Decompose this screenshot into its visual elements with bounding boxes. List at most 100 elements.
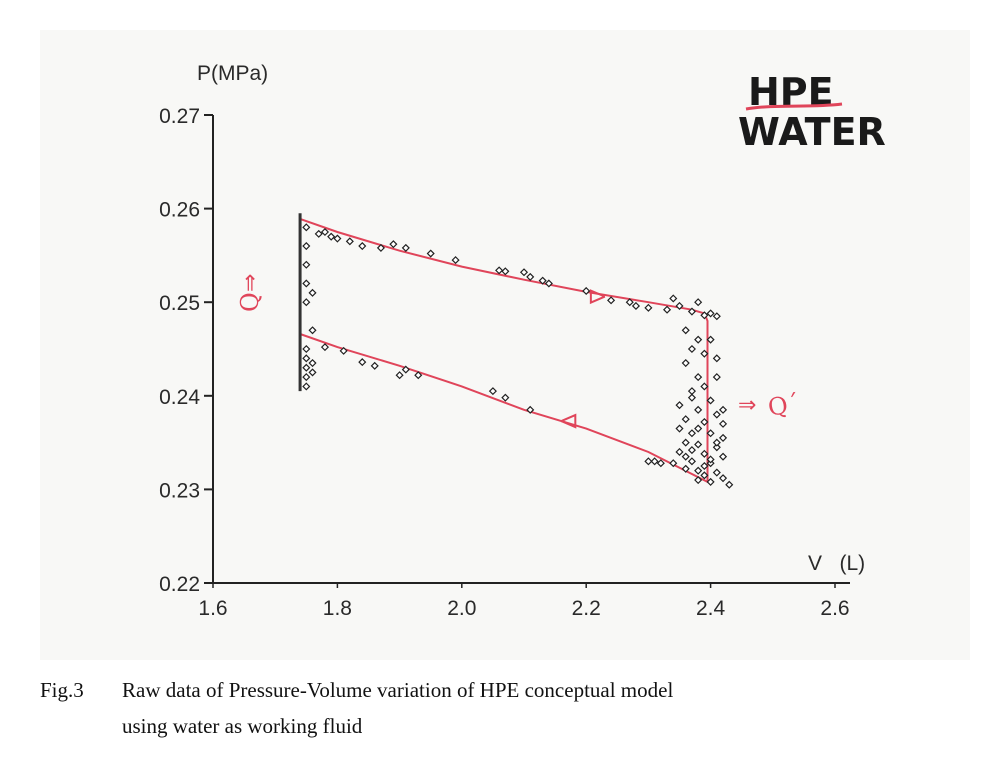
data-point: [694, 335, 703, 344]
caption-text-2: using water as working fluid: [122, 714, 363, 738]
data-point: [389, 240, 398, 249]
data-point: [501, 267, 510, 276]
y-tick-label: 0.23: [159, 479, 200, 502]
data-point: [501, 393, 510, 402]
data-point: [308, 358, 317, 368]
heat-in-annotation: Q ⇒: [236, 274, 264, 312]
data-point: [644, 457, 653, 466]
heat-in-arrow-icon: ⇒: [238, 274, 263, 292]
data-point: [681, 326, 690, 335]
caption-line-2: using water as working fluid: [40, 708, 960, 744]
data-point: [700, 311, 709, 320]
caption-text-1: Raw data of Pressure-Volume variation of…: [122, 678, 674, 702]
data-point: [663, 305, 672, 314]
data-point: [675, 424, 684, 433]
figure-panel: [40, 30, 970, 660]
data-point: [718, 419, 728, 428]
y-tick-label: 0.25: [159, 292, 200, 315]
data-point: [718, 452, 728, 461]
data-point: [700, 461, 709, 471]
data-point: [656, 459, 665, 468]
x-tick-label: 1.6: [198, 597, 227, 620]
data-point: [302, 223, 311, 232]
data-point: [314, 229, 323, 238]
figure-caption: Fig.3 Raw data of Pressure-Volume variati…: [40, 672, 960, 744]
data-point: [308, 368, 317, 377]
data-point: [451, 256, 460, 265]
data-point: [333, 234, 342, 243]
data-point: [681, 464, 690, 473]
y-tick-label: 0.27: [159, 105, 200, 128]
data-point: [681, 358, 690, 368]
data-point: [358, 241, 367, 251]
data-point: [687, 457, 696, 466]
data-point: [712, 354, 721, 363]
data-point: [687, 446, 696, 455]
data-point: [706, 396, 715, 405]
axes: P(MPa) V (L): [197, 62, 865, 584]
data-point: [669, 294, 678, 303]
data-point: [308, 288, 317, 297]
cycle-arrow: [589, 289, 606, 305]
data-point: [718, 433, 728, 442]
data-point: [712, 468, 721, 477]
data-point: [426, 249, 435, 258]
data-point: [725, 480, 734, 489]
data-point: [706, 455, 715, 464]
data-point: [376, 243, 385, 252]
data-point: [706, 335, 715, 344]
data-point: [700, 449, 709, 458]
x-tick-label: 2.6: [820, 597, 849, 620]
y-tick-label: 0.24: [159, 386, 200, 409]
data-point: [706, 309, 715, 318]
data-point: [694, 424, 703, 433]
data-point: [401, 243, 410, 252]
x-tick-label: 2.4: [696, 597, 726, 620]
heat-out-label: Q´: [766, 389, 802, 422]
data-point: [694, 466, 703, 475]
data-point: [395, 371, 404, 380]
data-point: [706, 429, 715, 438]
data-point: [302, 354, 311, 363]
y-axis-title: P(MPa): [197, 62, 268, 85]
y-tick-label: 0.22: [159, 573, 200, 596]
data-point: [308, 326, 317, 335]
data-point: [526, 272, 535, 281]
data-point: [414, 371, 423, 380]
data-point: [712, 438, 721, 447]
data-point: [302, 298, 311, 307]
data-point: [700, 471, 709, 480]
caption-figure-label: Fig.3: [40, 678, 84, 702]
data-point: [694, 475, 703, 485]
data-point: [687, 344, 696, 354]
inset-title-water: WATER: [738, 110, 886, 154]
data-point: [700, 349, 709, 358]
data-point: [625, 298, 634, 307]
cycle-arrow: [560, 413, 577, 429]
x-ticks: 1.6 1.8 2.0 2.2 2.4 2.6: [198, 583, 850, 620]
data-point: [607, 296, 616, 305]
heat-in-label: Q: [236, 292, 264, 312]
data-point: [302, 382, 311, 391]
data-point: [687, 429, 696, 438]
data-point: [358, 358, 367, 367]
data-point: [320, 343, 330, 352]
data-point: [320, 227, 330, 237]
data-point: [687, 307, 696, 316]
data-point: [650, 457, 659, 466]
x-tick-label: 1.8: [323, 597, 352, 620]
data-point: [706, 477, 715, 486]
data-point: [644, 303, 653, 312]
data-point: [712, 373, 721, 382]
data-point: [712, 312, 721, 321]
data-point: [302, 373, 311, 382]
data-point: [718, 405, 728, 414]
data-point: [681, 438, 690, 447]
data-point: [675, 401, 684, 410]
y-ticks: 0.27 0.26 0.25 0.24 0.23 0.22: [159, 105, 213, 596]
x-tick-label: 2.2: [572, 597, 601, 620]
data-point: [495, 266, 504, 275]
data-point: [345, 237, 354, 246]
cycle-line: [299, 217, 709, 484]
data-point: [339, 346, 348, 355]
